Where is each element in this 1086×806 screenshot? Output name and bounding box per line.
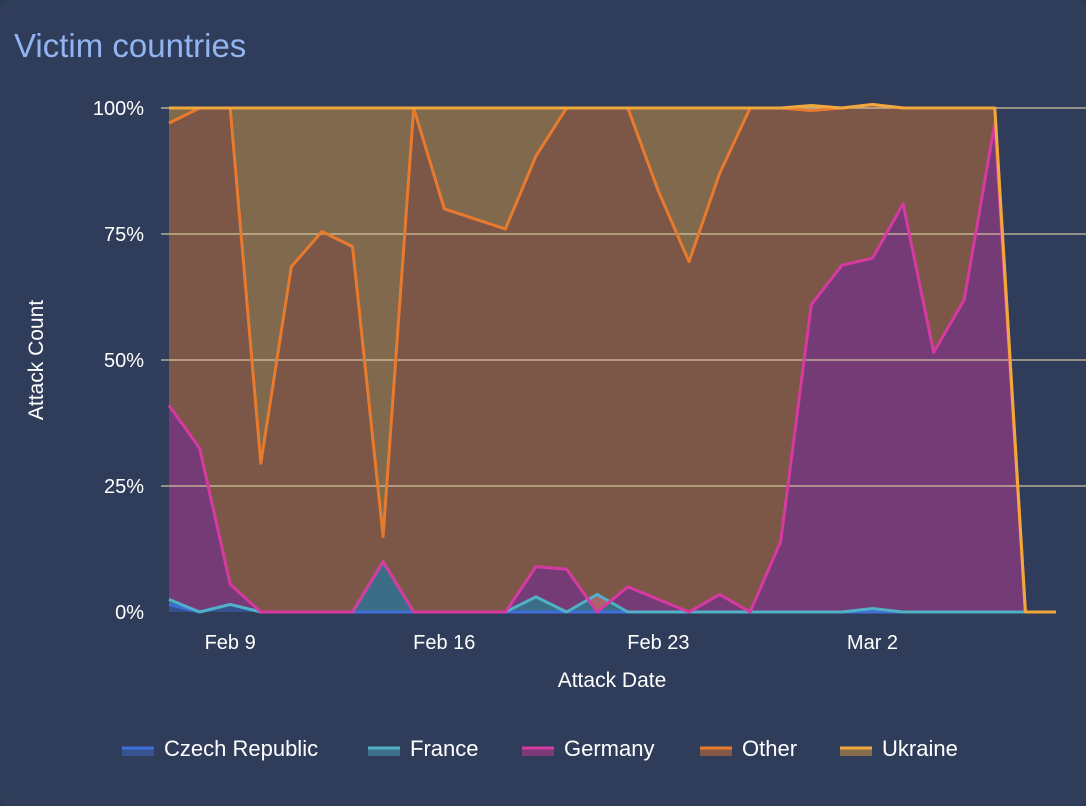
legend-label: Other <box>742 736 797 761</box>
legend-swatch <box>368 748 400 756</box>
y-axis-title: Attack Count <box>25 300 48 420</box>
legend-item-czech-republic[interactable]: Czech Republic <box>122 736 318 761</box>
y-tick-label: 25% <box>104 476 144 498</box>
series-areas <box>169 104 1056 612</box>
legend-item-germany[interactable]: Germany <box>522 736 654 761</box>
legend-label: Ukraine <box>882 736 958 761</box>
legend-label: Germany <box>564 736 654 761</box>
legend-item-france[interactable]: France <box>368 736 478 761</box>
x-tick-label: Feb 9 <box>205 632 256 654</box>
legend-swatch <box>700 748 732 756</box>
legend-swatch <box>122 748 154 756</box>
area-other <box>169 104 1056 612</box>
line-ukraine <box>169 103 1056 614</box>
legend-label: Czech Republic <box>164 736 318 761</box>
legend-item-other[interactable]: Other <box>700 736 797 761</box>
legend-swatch <box>840 748 872 756</box>
y-tick-label: 0% <box>115 602 144 624</box>
x-axis-title: Attack Date <box>558 669 667 692</box>
legend: Czech Republic France Germany Other Ukraine <box>122 736 958 761</box>
area-france <box>169 561 1056 612</box>
series-lines <box>167 103 1056 614</box>
panel-title: Victim countries <box>14 27 247 64</box>
y-axis-ticks: 0% 25% 50% 75% 100% <box>93 98 144 624</box>
area-germany <box>169 123 1056 612</box>
legend-swatch <box>522 748 554 756</box>
x-tick-label: Feb 23 <box>627 632 689 654</box>
y-tick-label: 50% <box>104 350 144 372</box>
x-tick-label: Feb 16 <box>413 632 475 654</box>
line-germany <box>167 121 1056 614</box>
y-tick-label: 100% <box>93 98 144 120</box>
x-axis-ticks: Feb 9 Feb 16 Feb 23 Mar 2 <box>205 632 898 654</box>
y-tick-label: 75% <box>104 224 144 246</box>
legend-item-ukraine[interactable]: Ukraine <box>840 736 958 761</box>
legend-label: France <box>410 736 478 761</box>
x-tick-label: Mar 2 <box>847 632 898 654</box>
area-ukraine <box>169 104 1056 612</box>
